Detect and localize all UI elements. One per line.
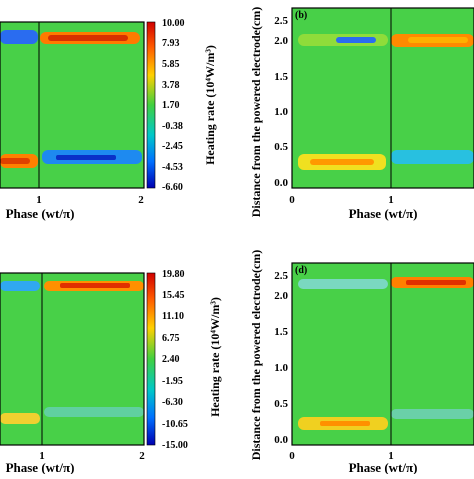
colorbar-tick: 1.70 [162, 100, 180, 111]
colorbar-ticks: 10.00 7.93 5.85 3.78 1.70 -0.38 -2.45 -4… [162, 18, 185, 193]
colorbar-tick: -15.00 [162, 440, 188, 451]
colorbar-tick: 3.78 [162, 80, 180, 91]
colorbar [146, 21, 156, 189]
y-tick: 1.0 [274, 106, 288, 118]
heatmap-b-svg: (b) 2.5 2.0 1.5 1.0 0.5 0.0 0 1 Phase (w… [249, 7, 474, 221]
heating-band-top-left-core [336, 37, 376, 43]
y-tick: 2.0 [274, 290, 288, 302]
plot-frame [291, 7, 474, 189]
heating-band-bottom-right [44, 407, 144, 417]
plot-frame [0, 21, 145, 189]
colorbar-tick: 5.85 [162, 59, 180, 70]
heatmap-d-svg: (d) 2.5 2.0 1.5 1.0 0.5 0.0 0 1 Phase (w… [249, 250, 474, 475]
colorbar-tick: 19.80 [162, 269, 185, 280]
y-axis-ticks: 2.5 2.0 1.5 1.0 0.5 0.0 [274, 15, 288, 189]
heating-band-bottom-left-core [310, 159, 374, 165]
colorbar-tick: -0.38 [162, 121, 183, 132]
y-tick: 1.5 [274, 326, 288, 338]
y-tick: 1.0 [274, 362, 288, 374]
colorbar-tick: 15.45 [162, 290, 185, 301]
colorbar-tick: -10.65 [162, 419, 188, 430]
x-tick-1: 1 [39, 450, 45, 462]
x-axis-title: Phase (wt/π) [6, 460, 75, 474]
plot-area [291, 7, 474, 189]
colorbar-tick: -4.53 [162, 162, 183, 173]
heating-band-top-right-core [60, 283, 130, 288]
heating-band-bottom-right-core [56, 155, 116, 160]
x-axis-title: Phase (wt/π) [349, 206, 418, 221]
heatmap-panel-a: 1 2 Phase (wt/π) 10.00 7.93 5.85 3.78 1.… [0, 0, 240, 237]
x-tick-2: 2 [139, 450, 145, 462]
heatmap-panel-b: (b) 2.5 2.0 1.5 1.0 0.5 0.0 0 1 Phase (w… [240, 0, 474, 237]
colorbar-tick: 10.00 [162, 18, 185, 29]
heating-band-top-left [0, 30, 38, 44]
heatmap-panel-d: (d) 2.5 2.0 1.5 1.0 0.5 0.0 0 1 Phase (w… [240, 237, 474, 475]
heating-band-bottom-left [0, 413, 40, 424]
y-axis-title: Distance from the powered electrode(cm) [249, 7, 263, 218]
y-axis-title: Distance from the powered electrode(cm) [249, 250, 263, 461]
heating-band-bottom-right [391, 409, 474, 419]
y-tick: 2.0 [274, 35, 288, 47]
x-tick-1: 1 [388, 194, 394, 206]
colorbar-tick: -2.45 [162, 141, 183, 152]
plot-frame [0, 272, 145, 446]
colorbar [146, 272, 156, 446]
panel-label: (d) [295, 265, 307, 276]
x-tick-0: 0 [289, 450, 295, 462]
plot-area [0, 21, 145, 189]
plot-frame [291, 262, 474, 446]
x-tick-2: 2 [138, 194, 144, 206]
heating-band-top-left [0, 281, 40, 291]
x-tick-1: 1 [388, 450, 394, 462]
colorbar-tick: 7.93 [162, 38, 180, 49]
heating-band-top-right-core [408, 37, 468, 43]
colorbar-tick: -1.95 [162, 376, 183, 387]
colorbar-ticks: 19.80 15.45 11.10 6.75 2.40 -1.95 -6.30 … [162, 269, 188, 451]
y-tick: 1.5 [274, 71, 288, 83]
y-axis-ticks: 2.5 2.0 1.5 1.0 0.5 0.0 [274, 270, 288, 446]
colorbar-title: Heating rate (10⁴W/m³) [203, 45, 217, 165]
x-axis-title: Phase (wt/π) [349, 460, 418, 474]
heating-band-top-right-core [48, 35, 128, 41]
colorbar-tick: -6.30 [162, 397, 183, 408]
y-tick: 0.0 [274, 434, 288, 446]
y-tick: 0.5 [274, 141, 288, 153]
heating-band-bottom-right [391, 150, 474, 164]
heating-band-top-right-core [406, 280, 466, 285]
y-tick: 0.0 [274, 177, 288, 189]
colorbar-tick: -6.60 [162, 182, 183, 193]
heatmap-c-svg: 1 2 Phase (wt/π) 19.80 15.45 11.10 6.75 … [0, 269, 222, 475]
heating-band-bottom-left-core [320, 421, 370, 426]
colorbar-title: Heating rate (10⁴W/m³) [208, 297, 222, 417]
plot-area [0, 272, 145, 446]
x-tick-0: 0 [289, 194, 295, 206]
heatmap-panel-c: 1 2 Phase (wt/π) 19.80 15.45 11.10 6.75 … [0, 237, 240, 475]
colorbar-tick: 6.75 [162, 333, 180, 344]
y-tick: 2.5 [274, 270, 288, 282]
x-tick-1: 1 [36, 194, 42, 206]
heating-band-bottom-left-core [0, 158, 30, 164]
y-tick: 0.5 [274, 398, 288, 410]
panel-label: (b) [295, 10, 307, 21]
heatmap-a-svg: 1 2 Phase (wt/π) 10.00 7.93 5.85 3.78 1.… [0, 18, 217, 221]
colorbar-tick: 2.40 [162, 354, 180, 365]
x-axis-title: Phase (wt/π) [6, 206, 75, 221]
y-tick: 2.5 [274, 15, 288, 27]
plot-area [291, 262, 474, 446]
heating-band-top-left [298, 279, 388, 289]
colorbar-tick: 11.10 [162, 311, 184, 322]
